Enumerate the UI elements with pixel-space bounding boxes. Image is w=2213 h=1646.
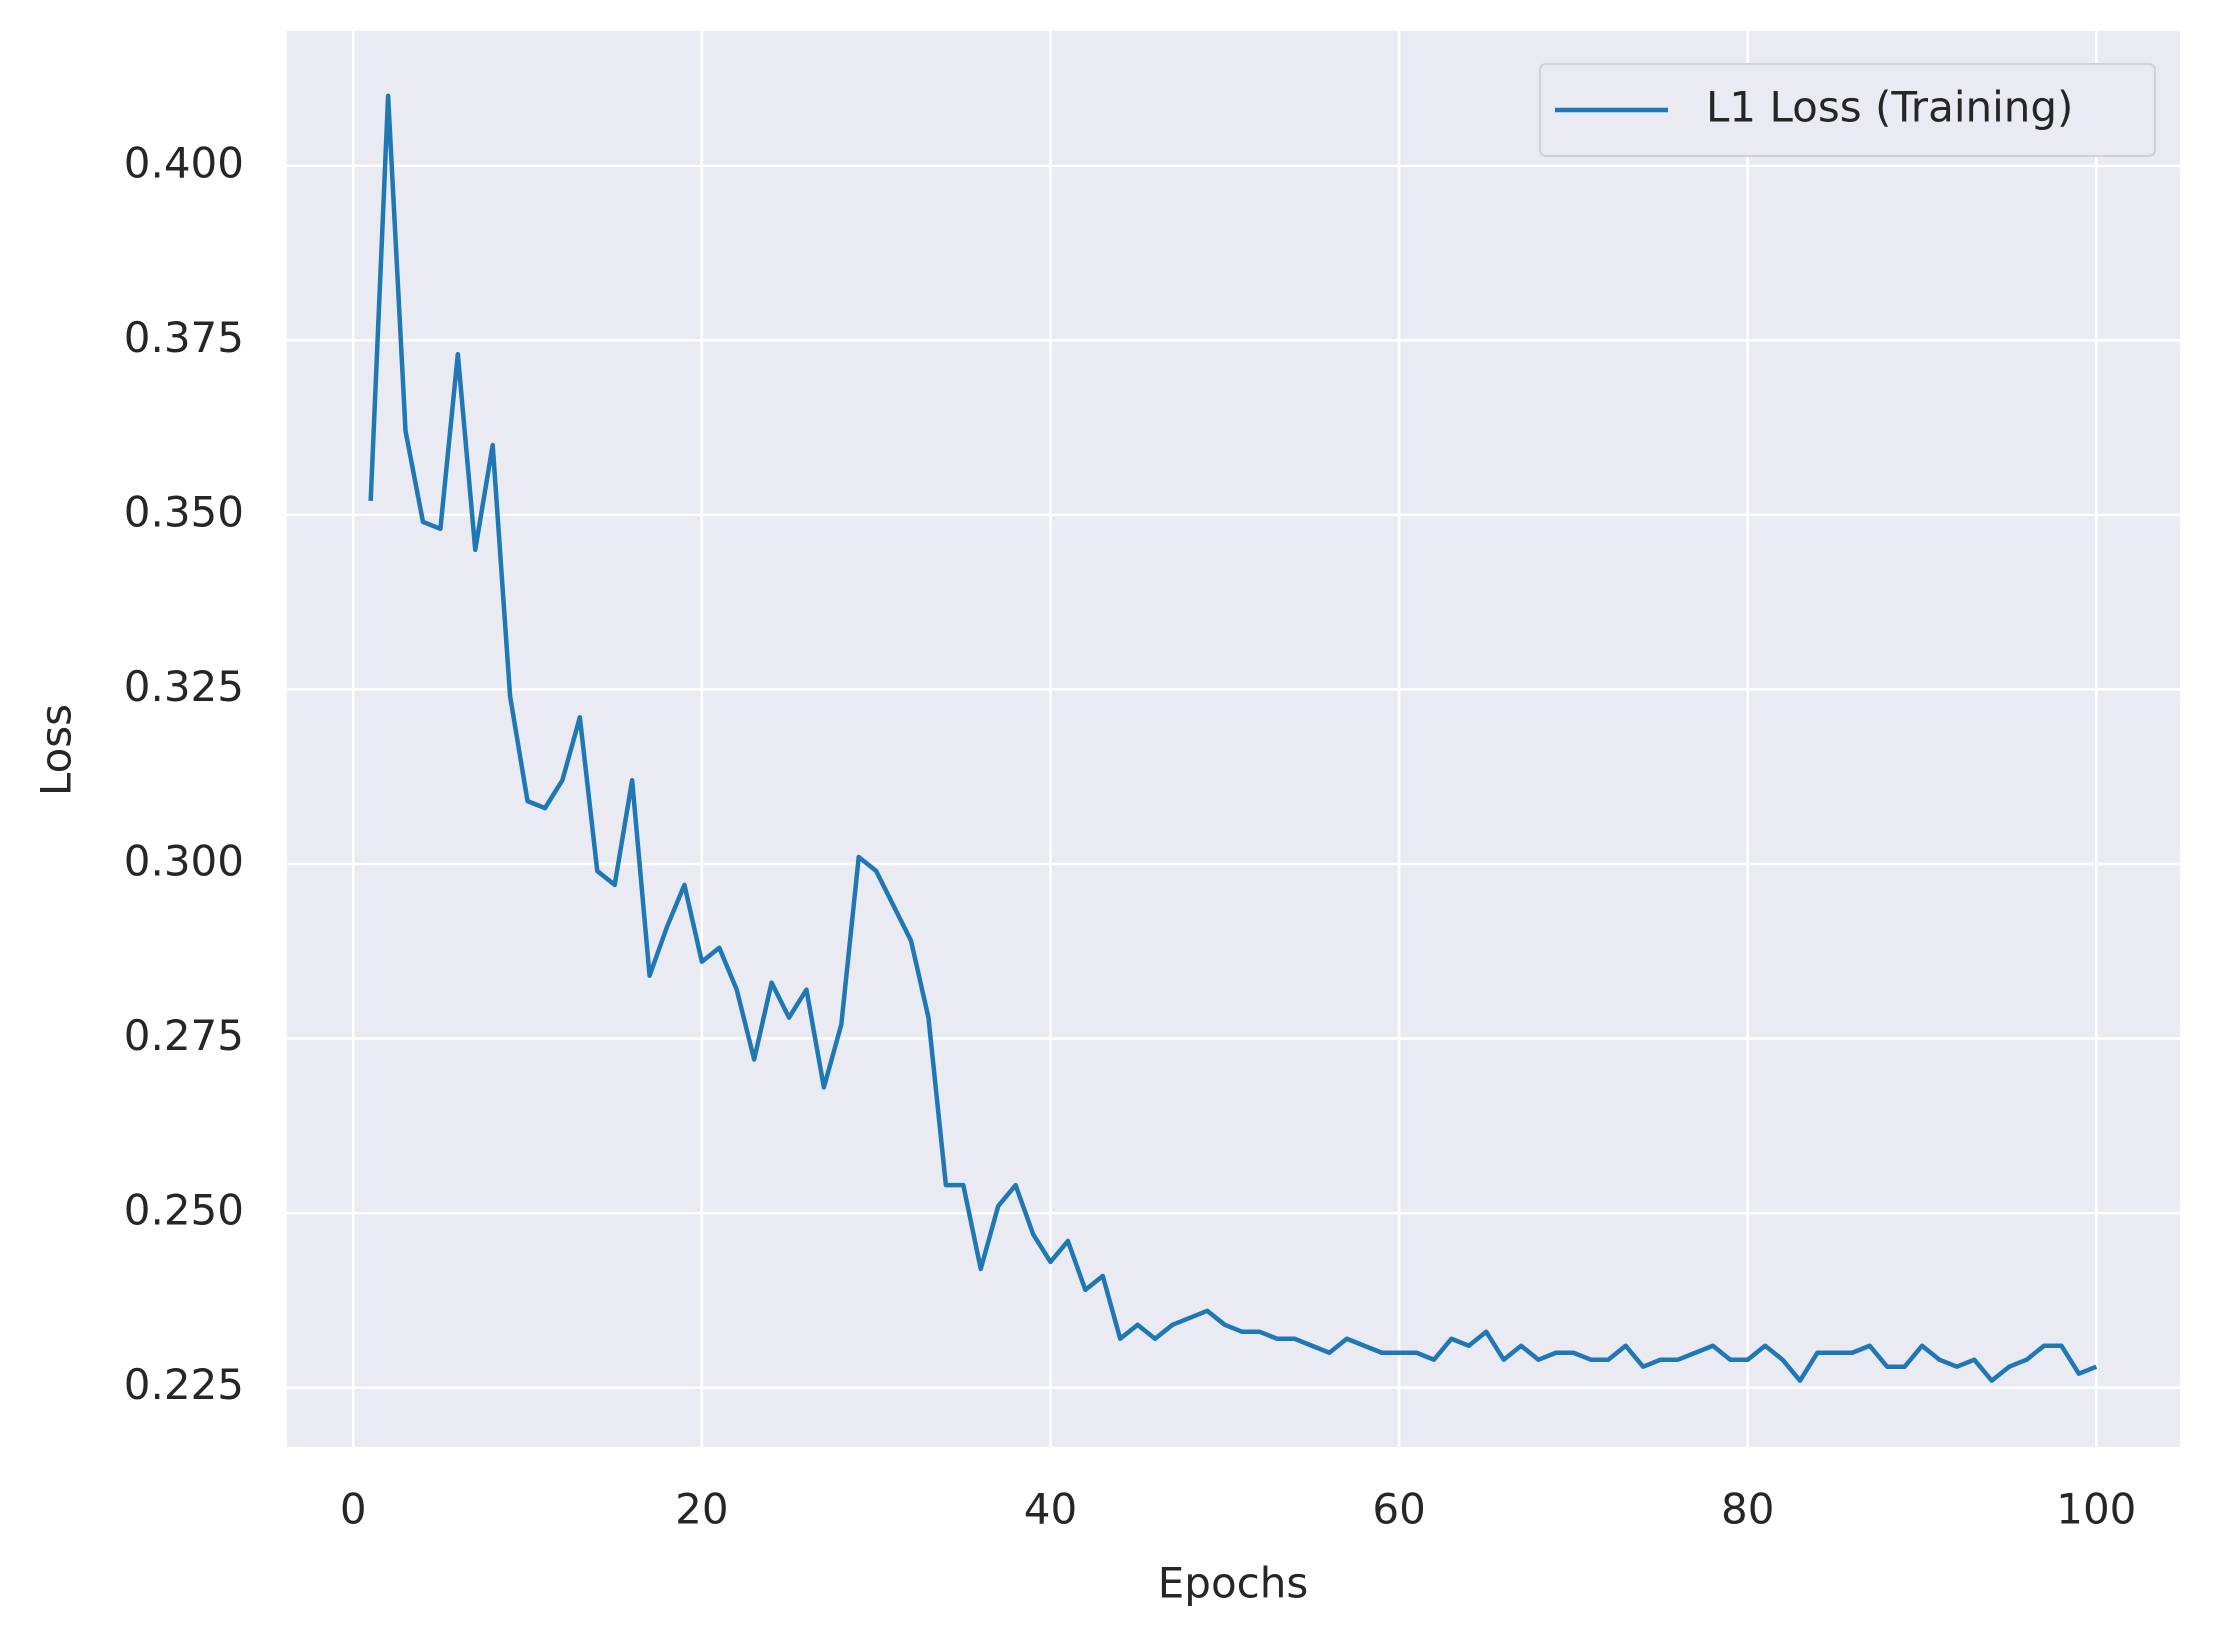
plot-area <box>287 31 2180 1447</box>
x-tick-label: 0 <box>340 1485 367 1534</box>
y-tick-label: 0.400 <box>124 138 244 187</box>
x-tick-label: 100 <box>2056 1485 2136 1534</box>
x-tick-label: 20 <box>675 1485 728 1534</box>
y-tick-label: 0.275 <box>124 1011 244 1060</box>
legend-label: L1 Loss (Training) <box>1706 83 2073 132</box>
y-tick-label: 0.250 <box>124 1186 244 1235</box>
x-tick-label: 80 <box>1721 1485 1774 1534</box>
y-tick-label: 0.375 <box>124 313 244 362</box>
legend-box <box>1539 63 2156 157</box>
loss-line <box>368 93 2098 1383</box>
x-tick-label: 60 <box>1372 1485 1425 1534</box>
y-tick-label: 0.300 <box>124 836 244 885</box>
y-tick-label: 0.325 <box>124 662 244 711</box>
x-axis-label: Epochs <box>1158 1559 1309 1608</box>
x-tick-label: 40 <box>1024 1485 1077 1534</box>
y-axis-label: Loss <box>32 704 81 796</box>
y-tick-label: 0.350 <box>124 487 244 536</box>
y-tick-label: 0.225 <box>124 1360 244 1409</box>
